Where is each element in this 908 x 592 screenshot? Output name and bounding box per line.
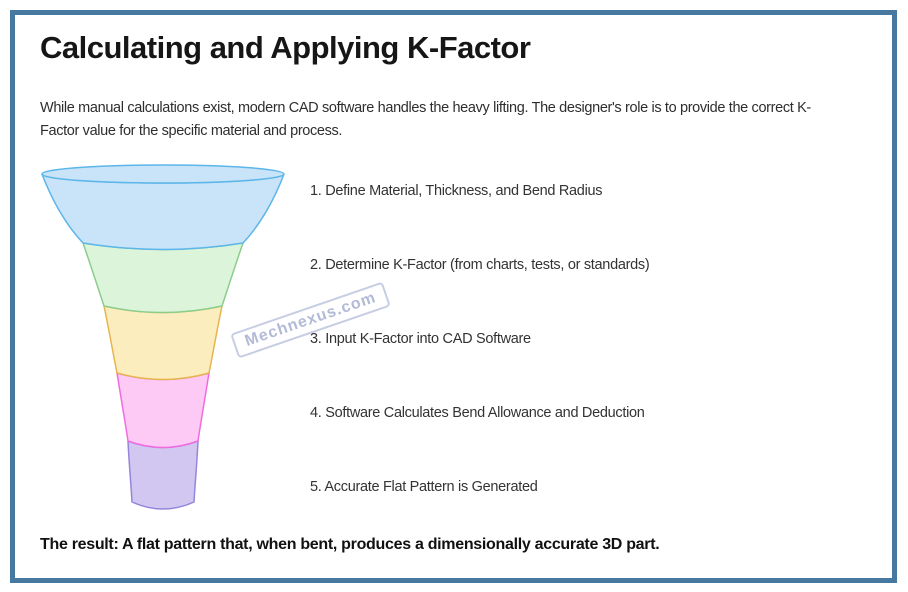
funnel-segment-5 [127,440,199,510]
funnel-segment-3 [103,305,223,381]
funnel-segment-4 [116,372,210,449]
funnel-diagram [41,164,285,510]
intro-paragraph: While manual calculations exist, modern … [40,97,811,143]
step-item-4: 4. Software Calculates Bend Allowance an… [310,405,645,421]
step-item-1: 1. Define Material, Thickness, and Bend … [310,183,603,199]
step-item-5: 5. Accurate Flat Pattern is Generated [310,479,538,495]
funnel-top-rim [41,164,285,184]
step-item-3: 3. Input K-Factor into CAD Software [310,331,531,347]
intro-line-2: Factor value for the specific material a… [40,123,343,139]
funnel-segment-2 [82,242,244,314]
border-frame [10,10,897,583]
step-item-2: 2. Determine K-Factor (from charts, test… [310,257,650,273]
page-title: Calculating and Applying K-Factor [40,30,531,65]
funnel-segment-1 [41,173,285,251]
result-text: The result: A flat pattern that, when be… [40,536,660,553]
intro-line-1: While manual calculations exist, modern … [40,100,811,116]
